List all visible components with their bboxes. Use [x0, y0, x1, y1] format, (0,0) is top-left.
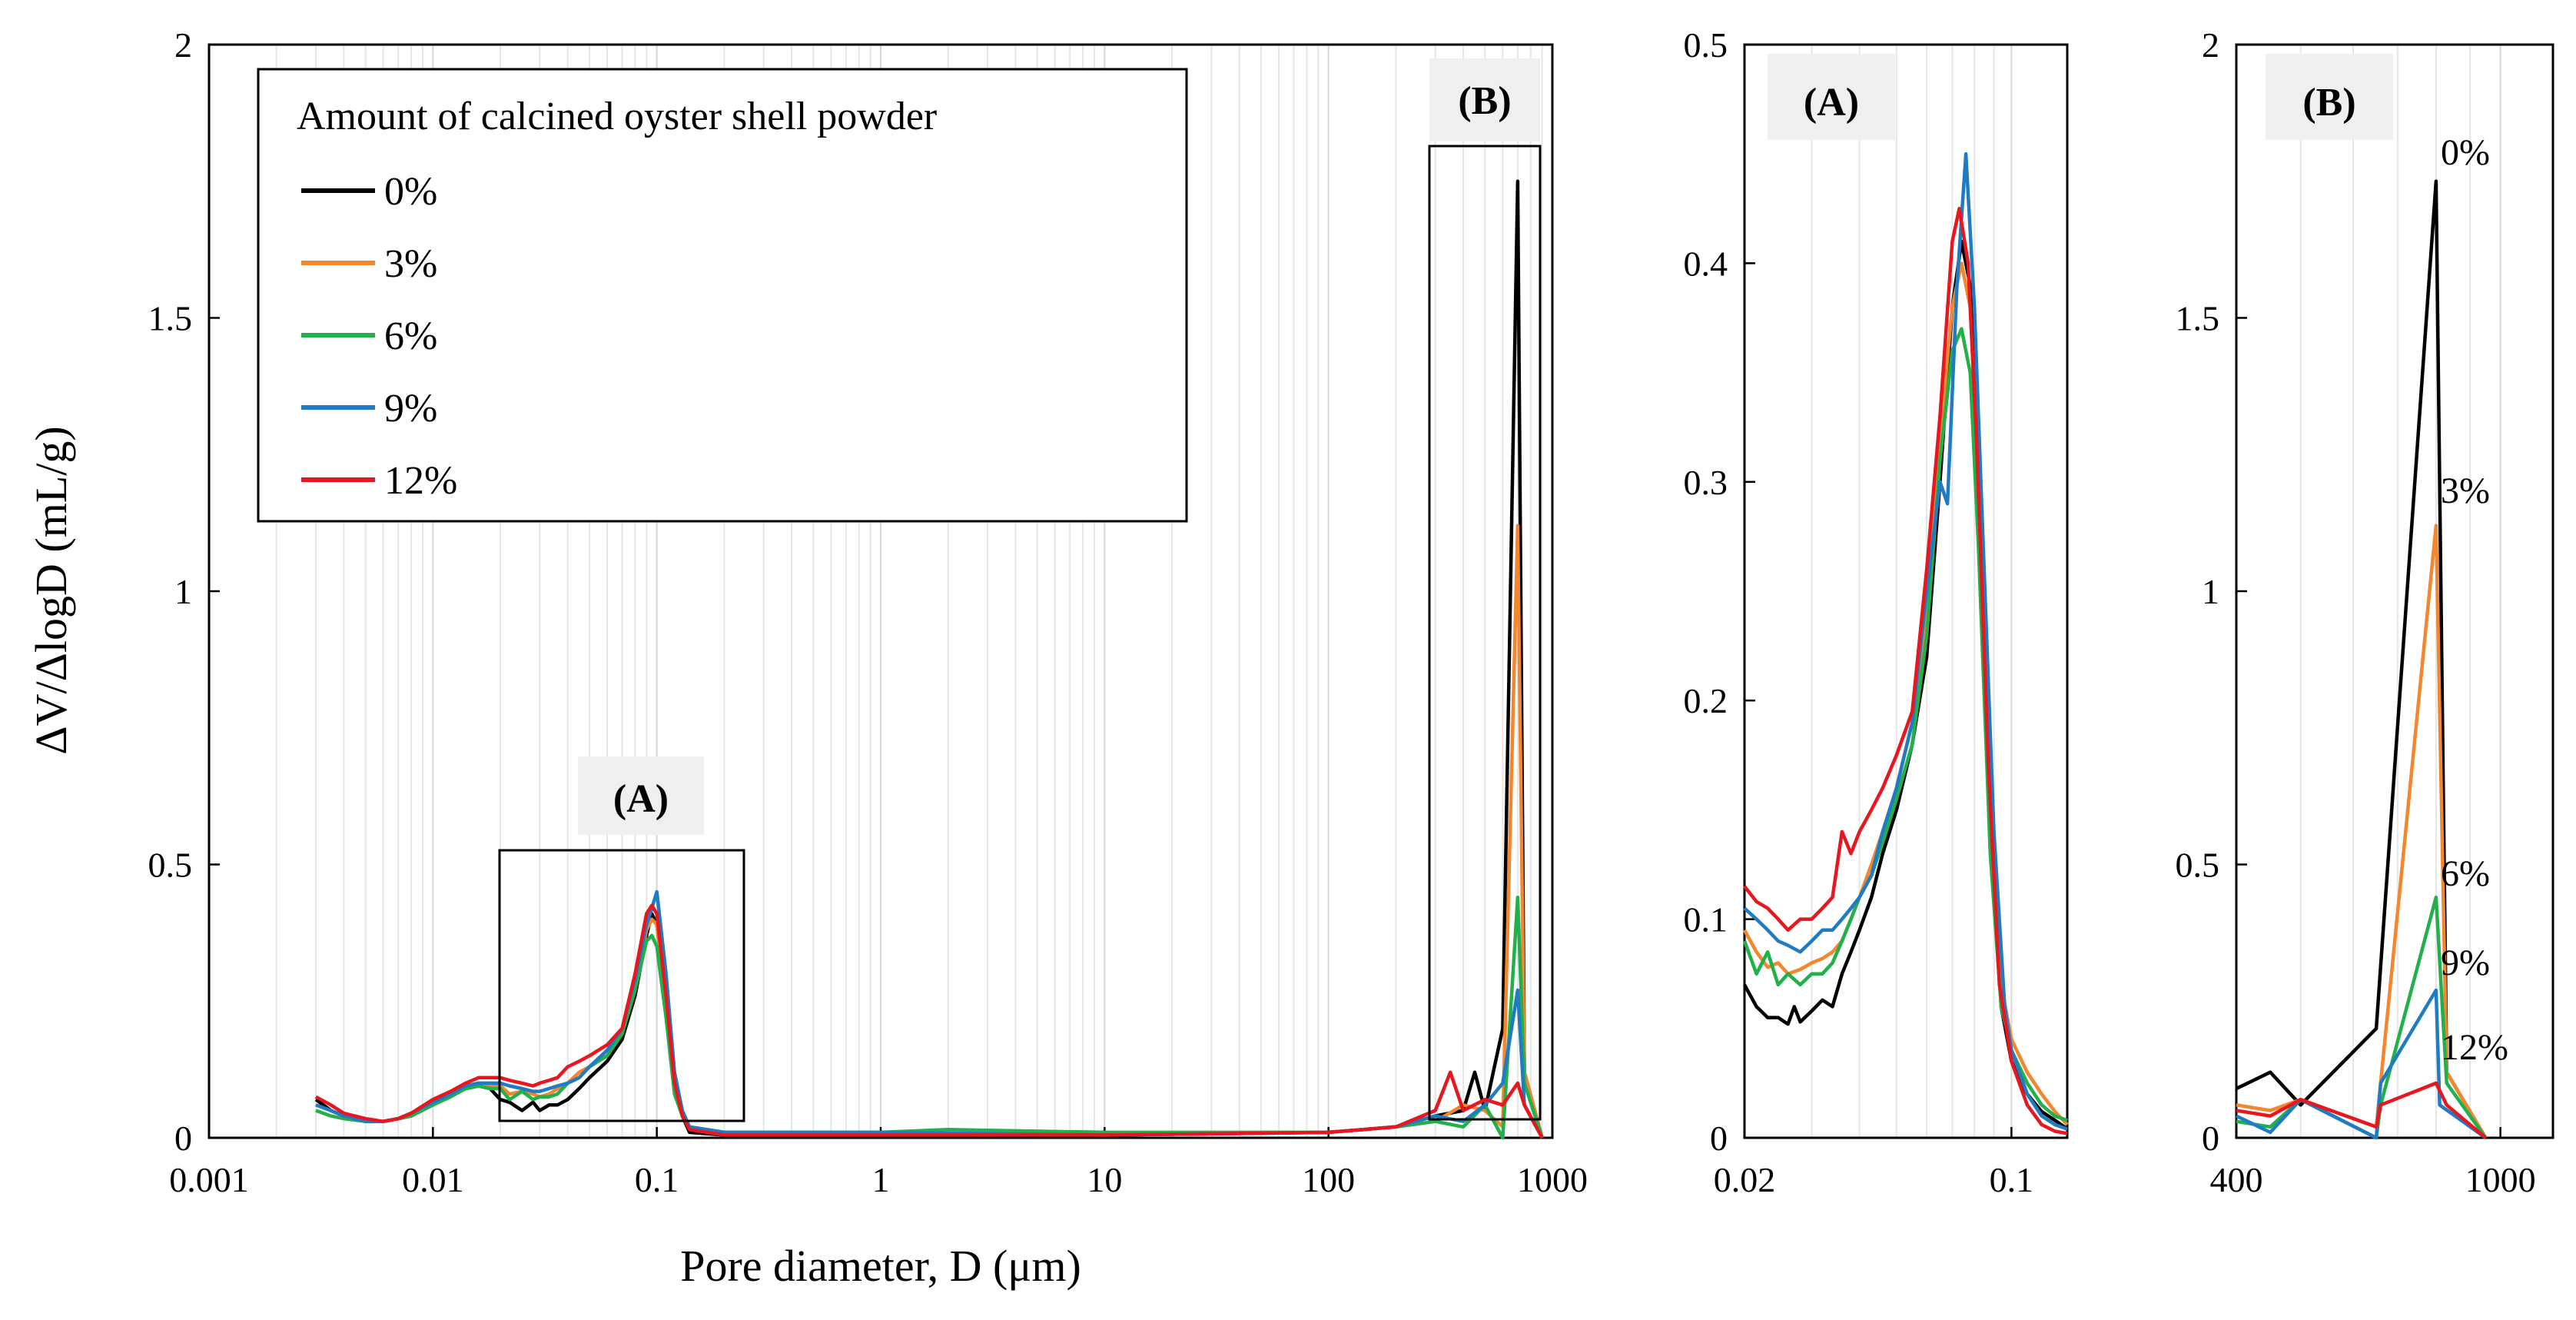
inset-a-label: (A) [1804, 81, 1859, 125]
inset-b-y-tick-label: 1.5 [2176, 299, 2220, 338]
inset-b-label-bg [2266, 54, 2393, 140]
inset-a-label-bg [1768, 54, 1895, 140]
main-y-tick-label: 1.5 [148, 299, 193, 338]
inset-b-series-line-12pct [2236, 1081, 2487, 1139]
inset-box-a-label-bg [578, 756, 704, 835]
main-series-line-12pct [314, 903, 1544, 1139]
inset-box-b-frame [1428, 145, 1542, 1121]
main-x-tick-label: 100 [1302, 1160, 1355, 1199]
main-x-tick-label: 0.001 [169, 1160, 249, 1199]
inset-a-y-tick-label: 0.2 [1684, 681, 1728, 720]
inset-a-frame [1743, 43, 2069, 1139]
main-x-tick-label: 10 [1087, 1160, 1122, 1199]
inset-b-annotation-12pct: 12% [2441, 1027, 2508, 1068]
legend-label-6pct: 6% [384, 314, 437, 358]
inset-b-annotations: 0% 3% 6% 9% 12% [2441, 132, 2508, 1068]
inset-b-panel: (B) 0 0.5 1 1.5 2 400 1000 0% 3% 6% 9% 12% [2176, 25, 2554, 1199]
inset-box-b-label: (B) [1458, 79, 1511, 123]
main-x-axis-label: Pore diameter, D (μm) [680, 1241, 1081, 1291]
inset-b-x-tick-label: 400 [2210, 1160, 2263, 1199]
inset-b-annotation-9pct: 9% [2441, 943, 2490, 983]
main-x-tick-label: 0.01 [402, 1160, 464, 1199]
inset-b-series [2236, 179, 2488, 1140]
inset-b-y-tick-label: 0 [2202, 1119, 2219, 1158]
inset-a-ticks: 0 0.1 0.2 0.3 0.4 0.5 0.02 0.1 [1684, 25, 2034, 1199]
inset-a-series [1742, 151, 2069, 1135]
main-ticks: 0 0.5 1 1.5 2 0.001 0.01 0.1 1 10 100 1000 [148, 25, 1588, 1199]
inset-b-x-tick-label: 1000 [2465, 1160, 2536, 1199]
inset-a-x-tick-label: 0.02 [1714, 1160, 1776, 1199]
legend-label-3pct: 3% [384, 242, 437, 286]
inset-box-a-label: (A) [613, 777, 669, 821]
inset-b-y-tick-label: 0.5 [2176, 846, 2220, 885]
legend-frame [257, 68, 1188, 523]
inset-a-y-tick-label: 0.5 [1684, 25, 1728, 65]
main-chart-panel: 00.511.520.001 0.01 0.1 1 10 100 1000 (A) (B) … [26, 25, 1588, 1291]
inset-b-y-tick-label: 1 [2202, 572, 2219, 611]
inset-a-x-tick-label: 0.1 [1990, 1160, 2034, 1199]
legend-title: Amount of calcined oyster shell powder [297, 95, 937, 138]
main-x-tick-label: 0.1 [635, 1160, 679, 1199]
main-y-axis-label: ΔV/ΔlogD (mL/g) [26, 426, 76, 754]
inset-b-gridlines [2299, 45, 2501, 1138]
inset-b-annotation-3pct: 3% [2441, 470, 2490, 511]
legend: Amount of calcined oyster shell powder 0… [257, 68, 1188, 523]
main-y-tick-label: 0 [174, 1119, 192, 1158]
inset-b-label: (B) [2302, 81, 2355, 125]
inset-b-ticks: 0 0.5 1 1.5 2 400 1000 [2176, 25, 2536, 1199]
inset-a-y-tick-label: 0.4 [1684, 244, 1728, 283]
inset-a-y-tick-label: 0.3 [1684, 463, 1728, 502]
legend-label-0pct: 0% [384, 170, 437, 214]
inset-a-series-line-9pct [1743, 151, 2068, 1131]
main-y-tick-label: 0.5 [148, 846, 193, 885]
inset-b-annotation-6pct: 6% [2441, 853, 2490, 894]
main-x-tick-label: 1000 [1517, 1160, 1588, 1199]
inset-box-b-label-bg [1429, 58, 1540, 141]
inset-b-annotation-0pct: 0% [2441, 132, 2490, 173]
inset-a-y-tick-label: 0 [1710, 1119, 1728, 1158]
main-series [314, 179, 1544, 1140]
main-y-tick-label: 1 [174, 572, 192, 611]
inset-b-y-tick-label: 2 [2202, 25, 2219, 65]
inset-a-y-tick-label: 0.1 [1684, 900, 1728, 939]
inset-box-a-frame [498, 849, 745, 1122]
inset-a-series-line-12pct [1743, 207, 2068, 1135]
legend-label-9pct: 9% [384, 387, 437, 431]
main-x-tick-label: 1 [872, 1160, 890, 1199]
legend-label-12pct: 12% [384, 459, 457, 503]
main-y-tick-label: 2 [174, 25, 192, 65]
inset-a-panel: (A) 0 0.1 0.2 0.3 0.4 0.5 0.02 0.1 [1684, 25, 2069, 1199]
